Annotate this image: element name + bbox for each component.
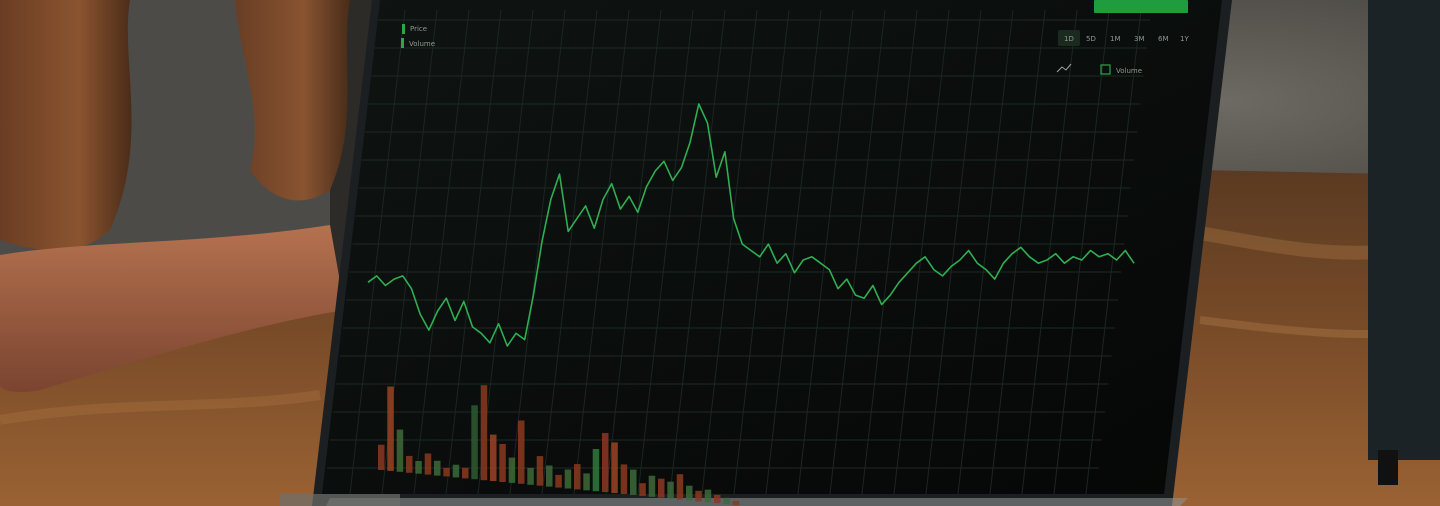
grid-line-vertical: [925, 9, 982, 495]
legend-label-price: Price: [410, 25, 427, 33]
grid-line-vertical: [701, 9, 758, 495]
person-arm: [0, 225, 345, 393]
volume-bar: [480, 385, 488, 481]
volume-bar: [695, 490, 702, 502]
volume-bar: [639, 483, 646, 496]
volume-bar: [499, 444, 506, 482]
grid-line-vertical: [669, 9, 726, 495]
volume-bar: [443, 468, 450, 477]
volume-bar: [396, 429, 404, 472]
range-tabs: 1D 5D 1M 3M 6M 1Y: [1058, 30, 1189, 46]
volume-bar: [714, 494, 721, 504]
grid-line-vertical: [637, 9, 694, 495]
volume-bar: [732, 500, 740, 506]
volume-bar: [387, 386, 394, 471]
tab-1m[interactable]: 1M: [1110, 35, 1121, 43]
volume-bar: [704, 489, 712, 503]
volume-bar: [574, 464, 581, 490]
person-hair: [0, 0, 132, 250]
laptop-screen: Price Volume 1D 5D 1M 3M 6M 1Y Volume: [322, 0, 1222, 506]
grid-line-vertical: [573, 9, 630, 495]
volume-bar: [406, 455, 413, 473]
volume-bar: [527, 467, 534, 485]
volume-bar: [620, 464, 628, 494]
grid-line-vertical: [1021, 9, 1078, 495]
volume-bar: [686, 485, 693, 501]
volume-bar: [508, 457, 516, 483]
chart-toolbar: Volume: [1056, 63, 1142, 75]
volume-bar: [602, 433, 609, 493]
grid-line-vertical: [765, 9, 822, 495]
legend-label-volume: Volume: [409, 40, 435, 48]
grid-line-vertical: [797, 9, 854, 495]
volume-bar: [518, 420, 525, 484]
grid-line-vertical: [413, 9, 470, 495]
volume-bar: [667, 481, 674, 499]
volume-bar: [611, 442, 618, 494]
legend-swatch-price: [402, 24, 405, 34]
tab-1y[interactable]: 1Y: [1180, 35, 1189, 43]
tab-6m[interactable]: 6M: [1158, 35, 1169, 43]
grid-line-vertical: [1085, 9, 1142, 495]
volume-bars: [378, 385, 740, 506]
trade-action-button[interactable]: [1094, 0, 1188, 13]
volume-bar: [471, 405, 478, 480]
volume-bar: [658, 478, 665, 498]
volume-bar: [564, 469, 572, 489]
active-tab-highlight: [1058, 30, 1080, 46]
grid-line-vertical: [1053, 9, 1110, 495]
grid-line-vertical: [541, 9, 598, 495]
volume-bar: [555, 474, 562, 488]
tab-1d[interactable]: 1D: [1064, 35, 1074, 43]
grid-line-vertical: [509, 9, 566, 495]
volume-bar: [583, 473, 590, 491]
tab-3m[interactable]: 3M: [1134, 35, 1145, 43]
tab-5d[interactable]: 5D: [1086, 35, 1096, 43]
grid-line-vertical: [605, 9, 662, 495]
legend-swatch-volume: [401, 38, 404, 48]
grid-line-vertical: [445, 9, 502, 495]
chart-grid: [326, 9, 1150, 495]
volume-checkbox[interactable]: [1100, 64, 1111, 75]
volume-bar: [434, 460, 441, 476]
chart-legend: Price Volume: [401, 24, 435, 48]
volume-bar: [424, 453, 432, 475]
grid-line-vertical: [957, 9, 1014, 495]
grid-line-vertical: [829, 9, 886, 495]
volume-toggle-label: Volume: [1116, 67, 1142, 75]
volume-bar: [723, 497, 730, 505]
grid-line-vertical: [861, 9, 918, 495]
volume-bar: [536, 456, 544, 486]
volume-bar: [546, 465, 553, 487]
volume-bar: [676, 474, 684, 500]
volume-bar: [415, 461, 422, 474]
grid-line-vertical: [733, 9, 790, 495]
grid-line-vertical: [349, 9, 406, 495]
grid-line-vertical: [893, 9, 950, 495]
volume-bar: [452, 464, 460, 478]
grid-line-vertical: [989, 9, 1046, 495]
line-chart-icon[interactable]: [1056, 63, 1072, 73]
volume-bar: [378, 444, 385, 470]
volume-bar: [490, 434, 497, 481]
device-right-edge: [1368, 0, 1440, 460]
volume-bar: [648, 475, 656, 497]
volume-bar: [592, 449, 600, 492]
volume-bar: [630, 469, 637, 495]
volume-bar: [462, 467, 469, 479]
price-line: [367, 103, 1135, 347]
